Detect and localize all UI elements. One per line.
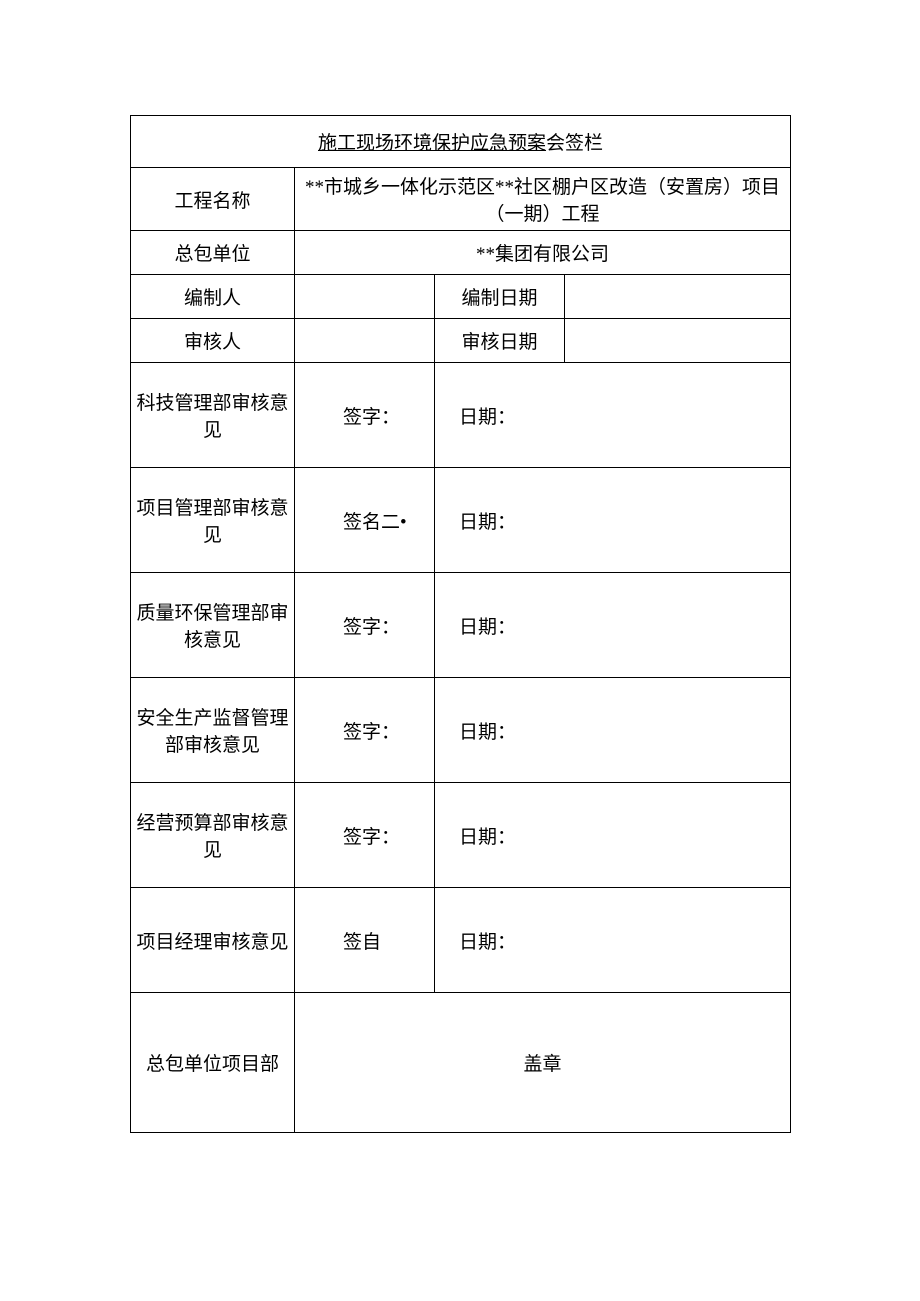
project-mgmt-label: 项目管理部审核意见 — [131, 468, 295, 573]
project-name-label: 工程名称 — [131, 168, 295, 231]
reviewer-row: 审核人 审核日期 — [131, 319, 791, 363]
project-mgmt-row: 项目管理部审核意见 签名二• 日期： — [131, 468, 791, 573]
title-underlined: 施工现场环境保护应急预案 — [318, 133, 546, 154]
project-name-row: 工程名称 **市城乡一体化示范区**社区棚户区改造（安置房）项目（一期）工程 — [131, 168, 791, 231]
project-dept-row: 总包单位项目部 盖章 — [131, 993, 791, 1133]
project-mgmt-date: 日期： — [435, 468, 791, 573]
safety-prod-label: 安全生产监督管理部审核意见 — [131, 678, 295, 783]
prepare-date-label: 编制日期 — [435, 275, 565, 319]
project-name-value: **市城乡一体化示范区**社区棚户区改造（安置房）项目（一期）工程 — [295, 168, 791, 231]
pm-review-sign: 签自 — [295, 888, 435, 993]
title-row: 施工现场环境保护应急预案会签栏 — [131, 116, 791, 168]
budget-row: 经营预算部审核意见 签字： 日期： — [131, 783, 791, 888]
tech-mgmt-row: 科技管理部审核意见 签字： 日期： — [131, 363, 791, 468]
review-date-value — [565, 319, 791, 363]
project-dept-seal: 盖章 — [295, 993, 791, 1133]
preparer-value — [295, 275, 435, 319]
tech-mgmt-label: 科技管理部审核意见 — [131, 363, 295, 468]
project-mgmt-sign: 签名二• — [295, 468, 435, 573]
preparer-label: 编制人 — [131, 275, 295, 319]
pm-review-row: 项目经理审核意见 签自 日期： — [131, 888, 791, 993]
budget-sign: 签字： — [295, 783, 435, 888]
budget-label: 经营预算部审核意见 — [131, 783, 295, 888]
contractor-value: **集团有限公司 — [295, 231, 791, 275]
safety-prod-sign: 签字： — [295, 678, 435, 783]
contractor-label: 总包单位 — [131, 231, 295, 275]
project-dept-label: 总包单位项目部 — [131, 993, 295, 1133]
review-date-label: 审核日期 — [435, 319, 565, 363]
reviewer-label: 审核人 — [131, 319, 295, 363]
quality-env-sign: 签字： — [295, 573, 435, 678]
preparer-row: 编制人 编制日期 — [131, 275, 791, 319]
pm-review-date: 日期： — [435, 888, 791, 993]
tech-mgmt-sign: 签字： — [295, 363, 435, 468]
quality-env-date: 日期： — [435, 573, 791, 678]
title-cell: 施工现场环境保护应急预案会签栏 — [131, 116, 791, 168]
prepare-date-value — [565, 275, 791, 319]
signature-table: 施工现场环境保护应急预案会签栏 工程名称 **市城乡一体化示范区**社区棚户区改… — [130, 115, 791, 1133]
budget-date: 日期： — [435, 783, 791, 888]
reviewer-value — [295, 319, 435, 363]
safety-prod-date: 日期： — [435, 678, 791, 783]
quality-env-row: 质量环保管理部审核意见 签字： 日期： — [131, 573, 791, 678]
contractor-row: 总包单位 **集团有限公司 — [131, 231, 791, 275]
pm-review-label: 项目经理审核意见 — [131, 888, 295, 993]
safety-prod-row: 安全生产监督管理部审核意见 签字： 日期： — [131, 678, 791, 783]
tech-mgmt-date: 日期： — [435, 363, 791, 468]
title-suffix: 会签栏 — [546, 133, 603, 154]
quality-env-label: 质量环保管理部审核意见 — [131, 573, 295, 678]
